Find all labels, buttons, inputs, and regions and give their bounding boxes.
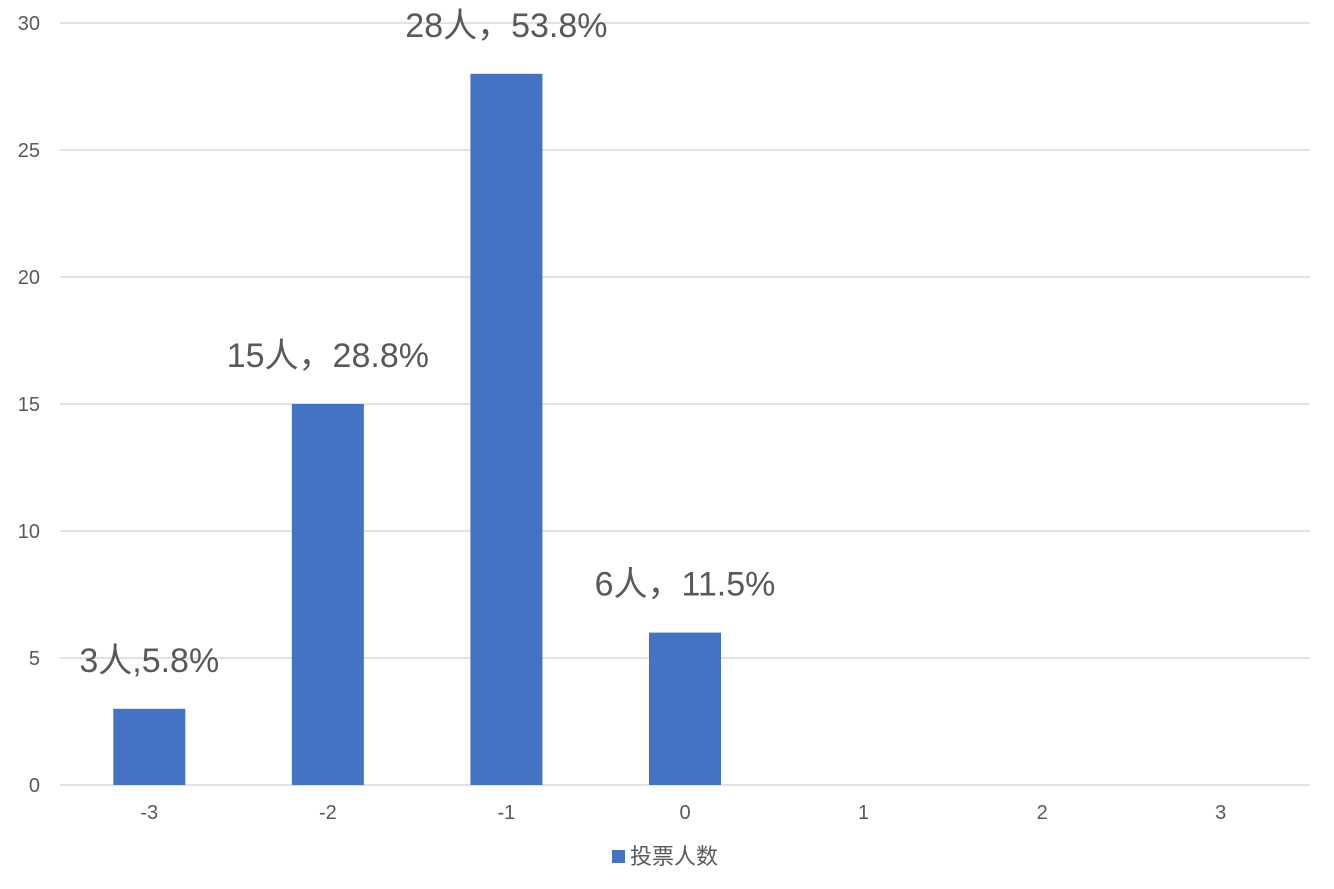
y-tick-label: 15 xyxy=(18,394,40,416)
x-axis-tick-labels: -3 -2 -1 0 1 2 3 xyxy=(140,802,1226,824)
bars xyxy=(113,73,721,786)
data-label--1: 28人，53.8% xyxy=(405,7,607,45)
bar--3 xyxy=(113,708,186,785)
bar-0 xyxy=(649,632,721,785)
x-tick-label: -2 xyxy=(319,802,337,824)
y-tick-label: 0 xyxy=(29,775,40,797)
legend-label: 投票人数 xyxy=(630,845,718,870)
y-axis-tick-labels: 0 5 10 15 20 25 30 xyxy=(18,13,40,797)
data-label--2: 15人，28.8% xyxy=(227,337,429,375)
y-tick-label: 30 xyxy=(18,13,40,35)
bar--2 xyxy=(291,404,364,785)
y-tick-label: 10 xyxy=(18,521,40,543)
x-tick-label: 2 xyxy=(1037,802,1048,824)
data-label-0: 6人，11.5% xyxy=(595,566,776,604)
y-tick-label: 20 xyxy=(18,267,40,289)
x-tick-label: 1 xyxy=(858,802,869,824)
gridlines xyxy=(60,22,1310,786)
x-tick-label: -1 xyxy=(498,802,516,824)
x-tick-label: 0 xyxy=(679,802,690,824)
data-label--3: 3人,5.8% xyxy=(79,642,219,680)
y-tick-label: 25 xyxy=(18,140,40,162)
data-labels: 3人,5.8% 15人，28.8% 28人，53.8% 6人，11.5% xyxy=(79,7,775,680)
legend: 投票人数 xyxy=(612,845,718,870)
x-tick-label: 3 xyxy=(1215,802,1226,824)
x-tick-label: -3 xyxy=(140,802,158,824)
bar--1 xyxy=(470,73,543,786)
y-tick-label: 5 xyxy=(29,648,40,670)
legend-swatch xyxy=(612,850,625,863)
